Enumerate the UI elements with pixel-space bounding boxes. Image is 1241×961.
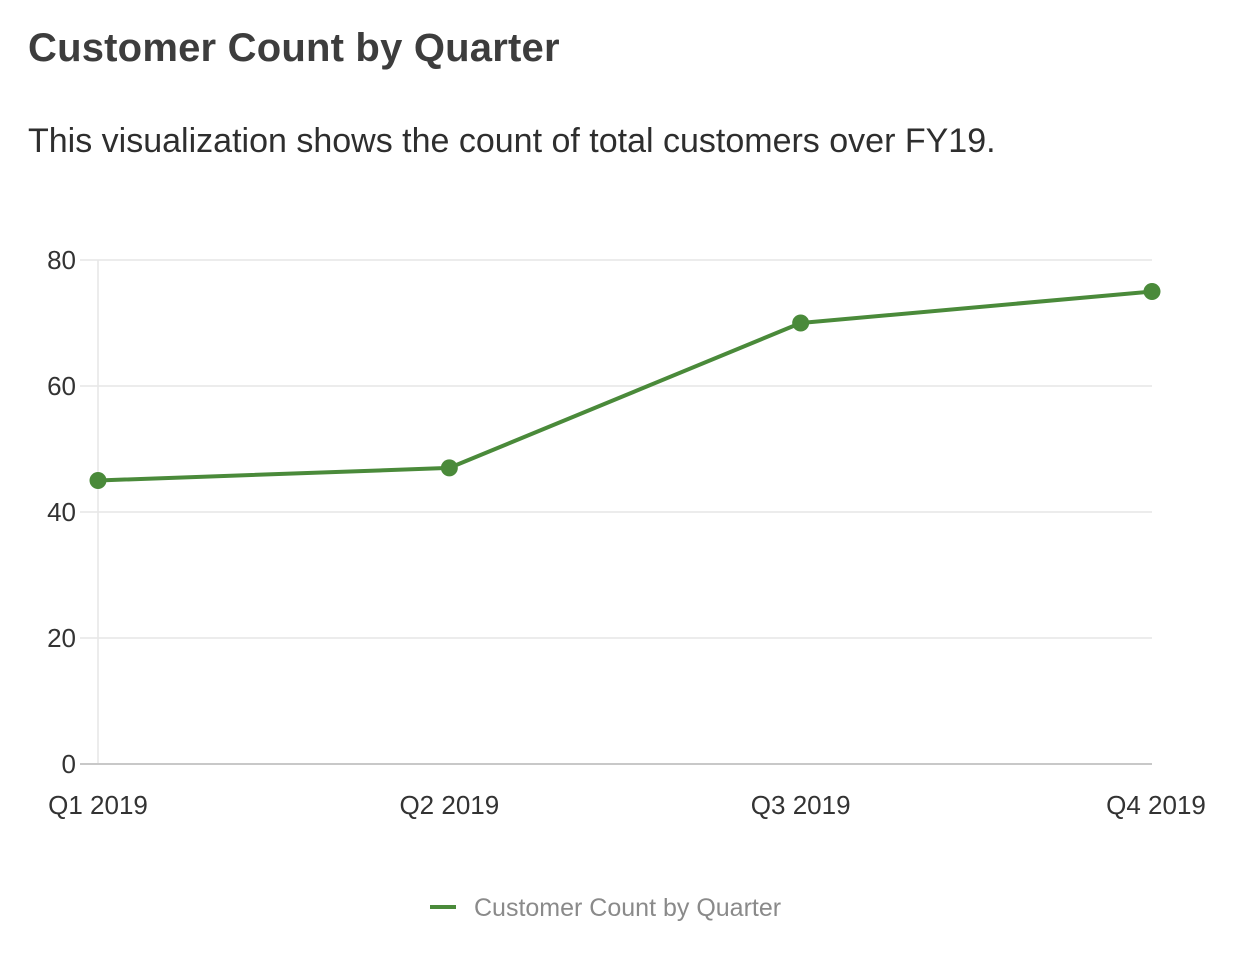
chart-subtitle: This visualization shows the count of to… — [28, 122, 996, 160]
data-point[interactable] — [440, 459, 458, 477]
y-tick-label: 60 — [47, 371, 76, 401]
y-tick-label: 40 — [47, 497, 76, 527]
y-tick-label: 80 — [47, 245, 76, 275]
data-point[interactable] — [89, 472, 107, 489]
y-tick-label: 0 — [62, 749, 76, 779]
x-tick-label: Q2 2019 — [399, 790, 499, 820]
grid-lines — [80, 259, 1152, 639]
data-point[interactable] — [792, 314, 810, 332]
data-point[interactable] — [1143, 283, 1161, 300]
legend-label[interactable]: Customer Count by Quarter — [474, 894, 781, 922]
x-tick-label: Q3 2019 — [751, 790, 851, 820]
x-tick-label: Q1 2019 — [48, 790, 148, 820]
series-line — [96, 289, 1154, 483]
axes — [80, 260, 1152, 765]
x-tick-label: Q4 2019 — [1106, 790, 1206, 820]
y-axis-ticks: 0 20 40 60 80 — [47, 245, 76, 779]
x-axis-ticks: Q1 2019 Q2 2019 Q3 2019 Q4 2019 — [48, 790, 1206, 820]
chart-title: Customer Count by Quarter — [28, 26, 560, 70]
series — [89, 283, 1161, 489]
y-tick-label: 20 — [47, 623, 76, 653]
legend[interactable]: Customer Count by Quarter — [430, 894, 781, 922]
